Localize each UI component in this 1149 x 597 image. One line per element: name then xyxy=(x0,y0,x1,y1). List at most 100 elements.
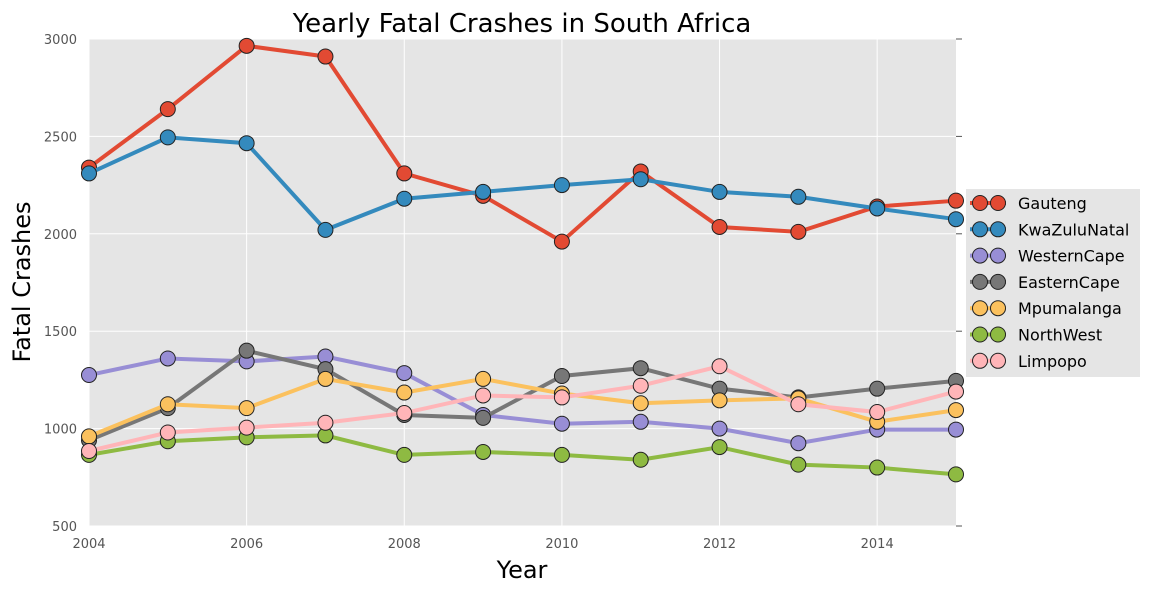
legend-marker xyxy=(972,221,988,238)
data-point xyxy=(711,420,728,437)
x-tick-label: 2010 xyxy=(545,537,578,552)
data-point xyxy=(396,165,413,182)
data-point xyxy=(711,183,728,200)
legend-marker xyxy=(990,300,1006,317)
data-point xyxy=(238,342,255,359)
data-point xyxy=(790,456,807,473)
y-tick-label: 2500 xyxy=(44,130,77,145)
data-point xyxy=(81,367,97,384)
x-tick-label: 2008 xyxy=(388,537,421,552)
data-point xyxy=(948,211,964,228)
plot-background xyxy=(89,39,956,526)
series-line xyxy=(88,433,957,477)
legend-marker xyxy=(990,273,1006,290)
data-point xyxy=(553,233,570,250)
data-point xyxy=(869,380,886,397)
data-point xyxy=(711,218,728,235)
data-point xyxy=(317,414,334,431)
legend-item: EasternCape xyxy=(970,273,1120,292)
legend-marker xyxy=(972,247,988,264)
data-point xyxy=(475,387,492,404)
data-point xyxy=(238,419,255,436)
x-tick-label: 2012 xyxy=(703,537,736,552)
legend: Gauteng KwaZuluNatal WesternCape EasternCap… xyxy=(966,189,1140,377)
data-point xyxy=(790,435,807,452)
data-point xyxy=(632,451,649,468)
y-tick-label: 1000 xyxy=(44,423,77,438)
data-point xyxy=(553,446,570,463)
legend-marker xyxy=(990,221,1006,238)
series-line xyxy=(88,364,957,453)
data-point xyxy=(869,404,886,421)
data-point xyxy=(790,396,807,413)
legend-label: Gauteng xyxy=(1018,194,1087,213)
tick-labels: 2004 2006 2008 2010 2012 2014 500 1000 1500 2000 2… xyxy=(44,33,894,552)
data-point xyxy=(317,48,334,65)
data-point xyxy=(553,389,570,406)
legend-marker xyxy=(972,326,988,343)
legend-marker xyxy=(972,300,988,317)
data-point xyxy=(869,459,886,476)
data-point xyxy=(396,190,413,207)
data-point xyxy=(81,428,97,445)
legend-marker xyxy=(990,247,1006,264)
legend-marker xyxy=(972,273,988,290)
series-group xyxy=(81,37,964,483)
legend-label: NorthWest xyxy=(1018,326,1102,345)
legend-item: NorthWest xyxy=(970,326,1102,345)
data-point xyxy=(948,466,964,483)
legend-item: KwaZuluNatal xyxy=(970,220,1129,239)
x-tick-label: 2006 xyxy=(230,537,263,552)
series-Limpopo xyxy=(81,358,964,460)
y-tick-label: 3000 xyxy=(44,33,77,48)
data-point xyxy=(475,409,492,426)
legend-item: Limpopo xyxy=(970,352,1087,371)
legend-label: EasternCape xyxy=(1018,273,1120,292)
data-point xyxy=(159,396,176,413)
chart-title: Yearly Fatal Crashes in South Africa xyxy=(292,9,752,39)
data-point xyxy=(632,395,649,412)
y-axis-label: Fatal Crashes xyxy=(8,201,36,362)
data-point xyxy=(632,377,649,394)
data-point xyxy=(81,443,97,460)
series-line xyxy=(88,135,957,233)
data-point xyxy=(238,37,255,54)
x-axis-label: Year xyxy=(496,556,548,584)
data-point xyxy=(317,370,334,387)
series-line xyxy=(87,43,957,245)
data-point xyxy=(317,221,334,238)
legend-label: WesternCape xyxy=(1018,247,1125,266)
legend-label: Limpopo xyxy=(1018,352,1087,371)
y-tick-label: 2000 xyxy=(44,228,77,243)
x-tick-label: 2004 xyxy=(72,537,105,552)
data-point xyxy=(948,402,964,419)
data-point xyxy=(790,188,807,205)
data-point xyxy=(553,177,570,194)
data-point xyxy=(238,400,255,417)
legend-marker xyxy=(972,352,988,369)
legend-marker xyxy=(990,352,1006,369)
data-point xyxy=(632,413,649,430)
data-point xyxy=(948,383,964,400)
data-point xyxy=(159,129,176,146)
data-point xyxy=(81,165,97,182)
data-point xyxy=(475,443,492,460)
data-point xyxy=(948,192,964,209)
legend-marker xyxy=(990,326,1006,343)
data-point xyxy=(553,368,570,385)
legend-item: WesternCape xyxy=(970,247,1125,266)
data-point xyxy=(396,405,413,422)
x-tick-label: 2014 xyxy=(861,537,894,552)
data-point xyxy=(475,183,492,200)
data-point xyxy=(948,421,964,438)
data-point xyxy=(159,101,176,118)
data-point xyxy=(711,439,728,456)
data-point xyxy=(475,370,492,387)
data-point xyxy=(396,384,413,401)
data-point xyxy=(632,171,649,188)
legend-marker xyxy=(972,195,988,211)
legend-item: Mpumalanga xyxy=(970,299,1122,318)
data-point xyxy=(159,424,176,441)
data-point xyxy=(632,360,649,377)
